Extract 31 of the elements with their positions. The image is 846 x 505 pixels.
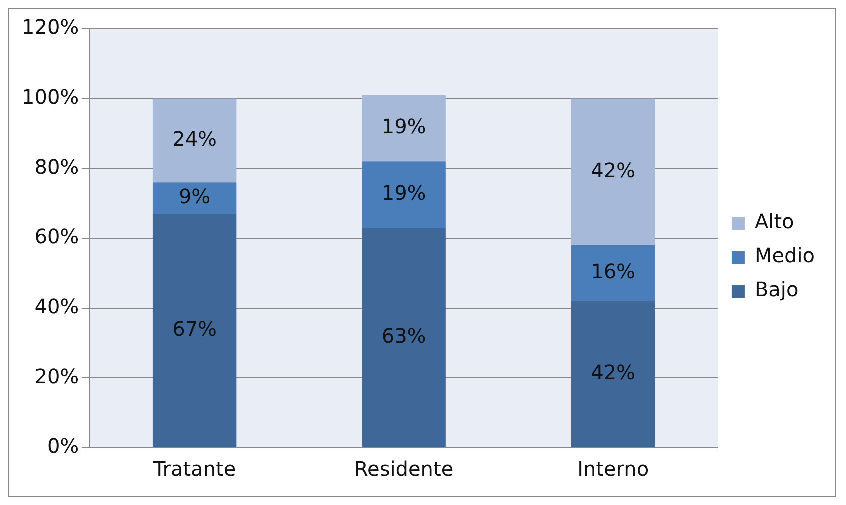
y-tick-label: 60% bbox=[34, 224, 80, 249]
bar bbox=[571, 245, 656, 302]
y-tick-label: 0% bbox=[47, 434, 80, 458]
y-tick-label: 40% bbox=[34, 294, 80, 319]
data-label: 63% bbox=[382, 324, 426, 348]
bar bbox=[362, 95, 446, 162]
bar bbox=[362, 162, 446, 228]
data-label: 67% bbox=[172, 316, 218, 341]
legend-label: Bajo bbox=[754, 278, 799, 302]
y-tick-label: 100% bbox=[22, 85, 80, 110]
bar bbox=[152, 98, 237, 183]
x-tick-label: Interno bbox=[578, 457, 650, 482]
bar bbox=[571, 301, 656, 448]
bar bbox=[362, 228, 446, 448]
data-label: 19% bbox=[382, 181, 426, 206]
x-tick-label: Residente bbox=[354, 457, 454, 482]
y-tick-label: 120% bbox=[22, 15, 80, 40]
legend-label: Medio bbox=[754, 244, 816, 268]
data-label: 9% bbox=[178, 184, 211, 209]
bar bbox=[152, 182, 237, 214]
data-label: 42% bbox=[591, 158, 636, 182]
bar bbox=[571, 98, 656, 246]
data-label: 24% bbox=[172, 126, 218, 151]
legend-label: Alto bbox=[754, 210, 794, 234]
x-tick-label: Tratante bbox=[152, 457, 236, 482]
y-tick-label: 80% bbox=[34, 154, 80, 179]
data-label: 16% bbox=[591, 260, 636, 284]
bar bbox=[152, 214, 237, 448]
y-tick-label: 20% bbox=[34, 364, 80, 388]
data-label: 42% bbox=[591, 360, 636, 385]
data-label: 19% bbox=[382, 114, 426, 139]
